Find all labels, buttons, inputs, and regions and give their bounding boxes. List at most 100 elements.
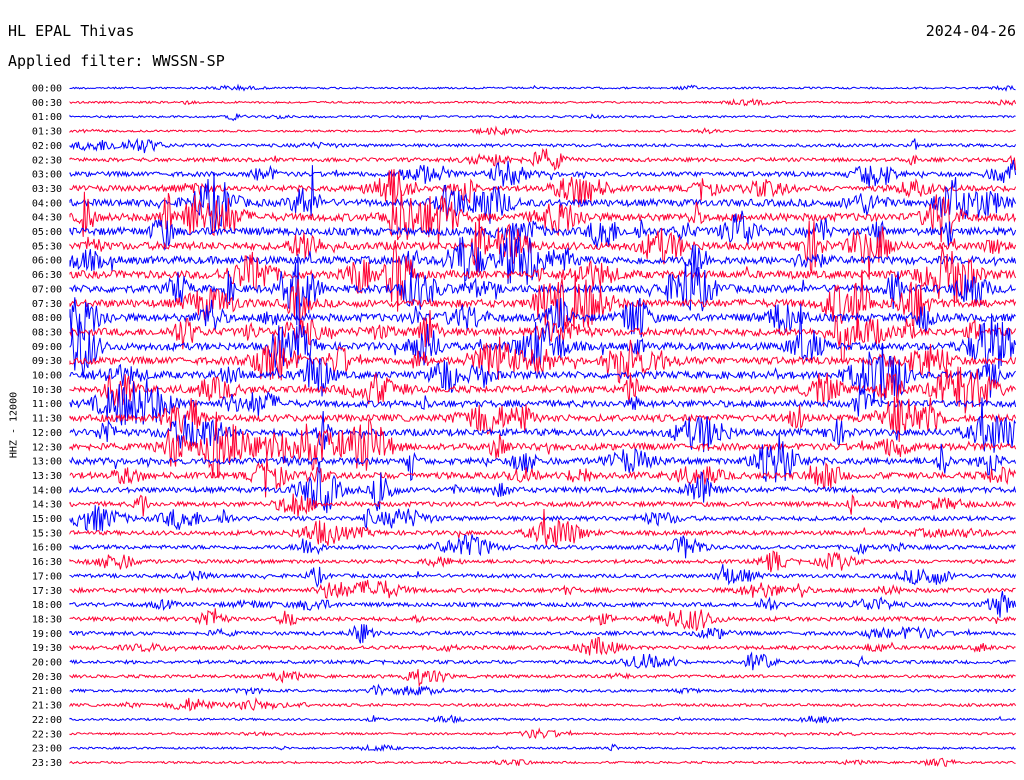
date-label: 2024-04-26 bbox=[925, 22, 1016, 40]
time-tick: 00:00 bbox=[32, 84, 62, 95]
time-tick: 18:30 bbox=[32, 614, 62, 625]
trace-line bbox=[69, 214, 1017, 280]
trace-line bbox=[69, 269, 1017, 339]
trace-line bbox=[69, 297, 1016, 341]
trace-line bbox=[69, 303, 1017, 378]
trace-line bbox=[69, 714, 1016, 724]
trace-line bbox=[69, 125, 1016, 137]
time-tick: 05:00 bbox=[32, 227, 62, 238]
time-tick: 10:30 bbox=[32, 385, 62, 396]
trace-line bbox=[69, 457, 1017, 498]
trace-line bbox=[69, 396, 1017, 443]
trace-line bbox=[69, 651, 1016, 671]
time-tick: 13:00 bbox=[32, 457, 62, 468]
trace-line bbox=[69, 231, 1017, 285]
time-tick: 04:30 bbox=[32, 213, 62, 224]
time-tick: 17:00 bbox=[32, 571, 62, 582]
time-tick: 03:30 bbox=[32, 184, 62, 195]
trace-line bbox=[69, 550, 1016, 573]
trace-line bbox=[69, 169, 1017, 208]
trace-line bbox=[69, 336, 1017, 384]
time-tick: 17:30 bbox=[32, 586, 62, 597]
trace-line bbox=[69, 147, 1017, 171]
trace-line bbox=[69, 608, 1017, 631]
time-tick: 11:00 bbox=[32, 399, 62, 410]
trace-line bbox=[69, 579, 1016, 599]
station-title: HL EPAL Thivas bbox=[8, 22, 135, 40]
time-tick: 12:00 bbox=[32, 428, 62, 439]
time-tick: 14:30 bbox=[32, 500, 62, 511]
time-tick: 16:00 bbox=[32, 543, 62, 554]
time-tick: 04:00 bbox=[32, 198, 62, 209]
time-tick: 23:00 bbox=[32, 744, 62, 755]
trace-line bbox=[69, 683, 1016, 697]
traces bbox=[69, 83, 1017, 768]
time-tick: 19:00 bbox=[32, 629, 62, 640]
trace-line bbox=[69, 137, 1017, 154]
time-tick: 23:30 bbox=[32, 758, 62, 769]
time-tick: 21:00 bbox=[32, 686, 62, 697]
trace-line bbox=[69, 757, 1016, 768]
time-tick: 00:30 bbox=[32, 98, 62, 109]
trace-line bbox=[69, 83, 1016, 92]
trace-line bbox=[69, 113, 1016, 122]
time-tick: 12:30 bbox=[32, 442, 62, 453]
time-tick: 09:30 bbox=[32, 356, 62, 367]
time-tick: 09:00 bbox=[32, 342, 62, 353]
trace-line bbox=[69, 743, 1016, 752]
time-tick: 02:00 bbox=[32, 141, 62, 152]
time-tick: 05:30 bbox=[32, 241, 62, 252]
time-tick: 15:00 bbox=[32, 514, 62, 525]
time-tick: 14:00 bbox=[32, 485, 62, 496]
trace-line bbox=[69, 411, 1017, 478]
trace-line bbox=[69, 397, 1017, 453]
trace-line bbox=[69, 165, 1017, 234]
trace-line bbox=[69, 591, 1017, 618]
time-tick: 22:00 bbox=[32, 715, 62, 726]
time-tick: 13:30 bbox=[32, 471, 62, 482]
trace-line bbox=[69, 696, 1017, 712]
trace-line bbox=[69, 505, 1016, 532]
time-tick: 20:30 bbox=[32, 672, 62, 683]
trace-line bbox=[69, 342, 1016, 404]
trace-line bbox=[69, 460, 1017, 514]
trace-line bbox=[69, 159, 1017, 189]
time-tick: 07:00 bbox=[32, 284, 62, 295]
trace-line bbox=[69, 97, 1017, 107]
trace-line bbox=[69, 493, 1016, 518]
time-tick: 21:30 bbox=[32, 701, 62, 712]
trace-line bbox=[69, 310, 1017, 364]
trace-line bbox=[69, 433, 1017, 483]
trace-line bbox=[69, 210, 1017, 251]
time-tick: 03:00 bbox=[32, 170, 62, 181]
trace-line bbox=[69, 240, 1017, 312]
time-tick: 06:30 bbox=[32, 270, 62, 281]
time-ticks: 00:00 00:30 01:00 01:30 02:00 02:30 03:00 03:30… bbox=[32, 84, 62, 769]
time-tick: 15:30 bbox=[32, 528, 62, 539]
trace-line bbox=[69, 636, 1016, 656]
trace-line bbox=[69, 534, 1016, 559]
time-tick: 10:00 bbox=[32, 371, 62, 382]
time-tick: 02:30 bbox=[32, 155, 62, 166]
time-tick: 11:30 bbox=[32, 414, 62, 425]
time-tick: 08:30 bbox=[32, 327, 62, 338]
time-tick: 18:00 bbox=[32, 600, 62, 611]
trace-line bbox=[69, 190, 1017, 245]
time-tick: 06:00 bbox=[32, 256, 62, 267]
time-tick: 07:30 bbox=[32, 299, 62, 310]
trace-line bbox=[69, 727, 1016, 740]
trace-line bbox=[69, 508, 1017, 548]
time-tick: 22:30 bbox=[32, 729, 62, 740]
time-tick: 01:00 bbox=[32, 112, 62, 123]
trace-line bbox=[69, 669, 1016, 688]
trace-line bbox=[69, 378, 1017, 426]
filter-label: Applied filter: WWSSN-SP bbox=[8, 52, 225, 70]
trace-line bbox=[69, 624, 1016, 644]
trace-line bbox=[69, 366, 1017, 414]
time-tick: 01:30 bbox=[32, 127, 62, 138]
time-tick: 16:30 bbox=[32, 557, 62, 568]
time-tick: 20:00 bbox=[32, 658, 62, 669]
trace-line bbox=[69, 564, 1017, 588]
time-tick: 08:00 bbox=[32, 313, 62, 324]
